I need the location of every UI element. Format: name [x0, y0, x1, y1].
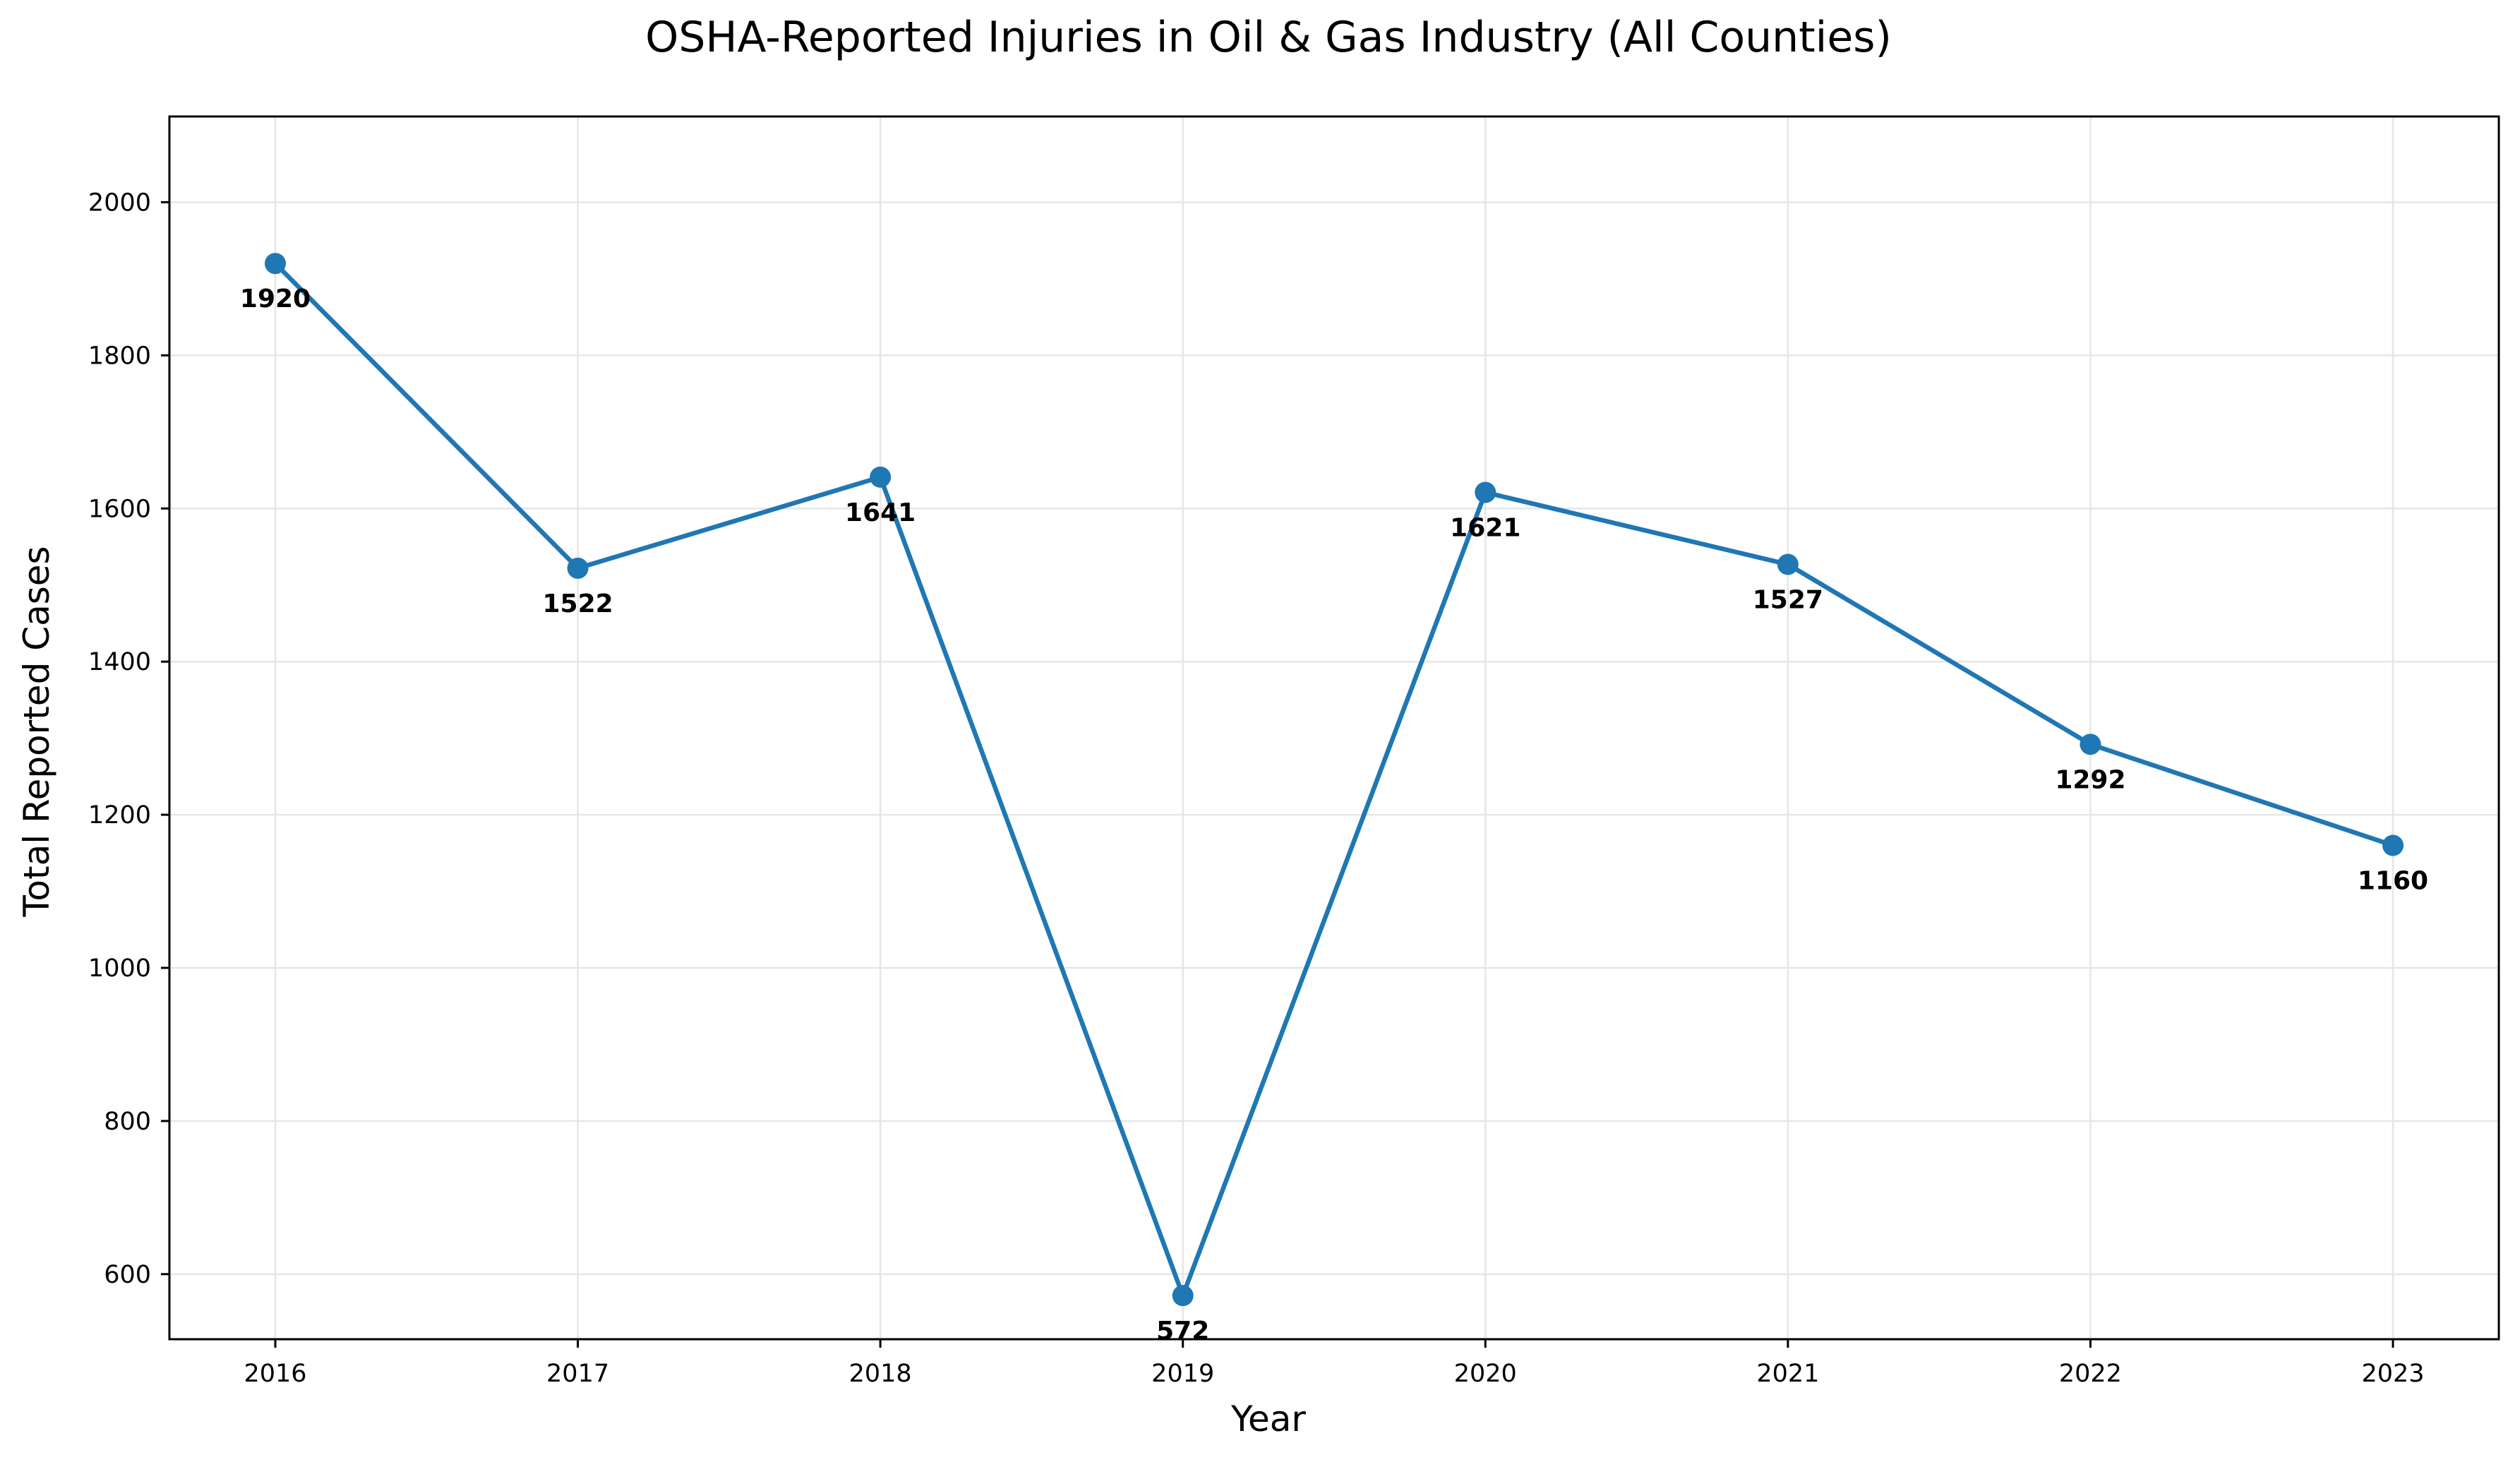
y-tick-label: 1800 — [88, 342, 151, 370]
data-point — [2080, 734, 2101, 755]
data-point — [870, 466, 892, 488]
data-label: 572 — [1156, 1317, 1209, 1346]
y-tick-label: 1200 — [88, 801, 151, 830]
x-tick-label: 2018 — [849, 1360, 912, 1388]
data-point — [265, 253, 286, 275]
data-label: 1522 — [542, 589, 613, 618]
data-label: 1621 — [1450, 514, 1520, 543]
data-label: 1292 — [2055, 765, 2125, 794]
x-axis-label: Year — [1230, 1399, 1306, 1439]
data-point — [1172, 1285, 1194, 1307]
data-label: 1160 — [2358, 866, 2428, 895]
data-point — [1475, 481, 1496, 503]
data-point — [567, 557, 589, 579]
x-tick-label: 2017 — [546, 1360, 609, 1388]
x-tick-label: 2023 — [2361, 1360, 2424, 1388]
y-tick-label: 1600 — [88, 495, 151, 523]
series-layer — [265, 253, 2404, 1307]
grid-layer — [169, 116, 2499, 1339]
y-axis-label: Total Reported Cases — [16, 546, 57, 917]
data-label-layer: 1920 1522 1641 572 1621 1527 1292 1160 — [240, 285, 2428, 1346]
y-tick-label: 2000 — [88, 188, 151, 217]
x-tick-label: 2022 — [2059, 1360, 2122, 1388]
x-tick-label: 2019 — [1151, 1360, 1214, 1388]
plot-area-frame — [168, 115, 2500, 1341]
chart-title: OSHA-Reported Injuries in Oil & Gas Indu… — [645, 13, 1892, 62]
data-point — [1777, 553, 1799, 575]
data-label: 1920 — [240, 285, 311, 313]
x-tick-label: 2020 — [1454, 1360, 1517, 1388]
data-point — [2382, 834, 2404, 856]
y-tick-label: 600 — [104, 1261, 151, 1289]
y-tick-label: 1000 — [88, 954, 151, 983]
series-line — [272, 261, 2396, 1298]
y-tick-label: 1400 — [88, 648, 151, 676]
data-label: 1527 — [1753, 585, 1823, 614]
x-tick-label: 2016 — [244, 1360, 306, 1388]
axes-layer: 2016 2017 2018 2019 2020 2021 2022 2023 600 800 10… — [88, 115, 2500, 1388]
y-tick-label: 800 — [104, 1108, 151, 1136]
data-label: 1641 — [845, 498, 916, 527]
x-tick-label: 2021 — [1756, 1360, 1819, 1388]
